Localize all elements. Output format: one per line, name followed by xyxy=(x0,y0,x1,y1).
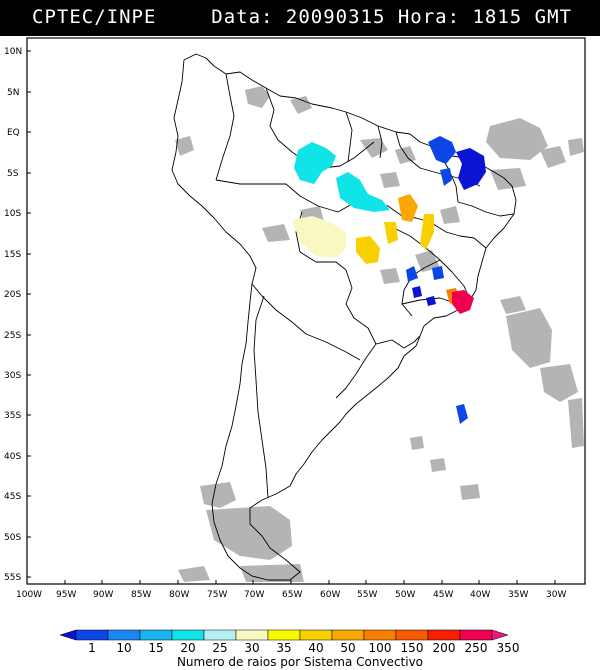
lat-label: 35S xyxy=(4,411,21,421)
lat-label: 5N xyxy=(7,88,19,98)
lat-label: EQ xyxy=(7,128,20,138)
legend-swatch xyxy=(139,629,173,641)
lat-label: 55S xyxy=(4,573,21,583)
storm-cluster xyxy=(294,142,336,184)
legend-label: 25 xyxy=(212,641,227,655)
legend-swatch xyxy=(107,629,141,641)
country-borders xyxy=(171,53,517,581)
storm-cluster xyxy=(456,148,486,190)
legend-swatch xyxy=(235,629,269,641)
latitude-axis: 10N 5N EQ 5S 10S 15S 20S 25S 30S 35S 40S… xyxy=(4,47,31,583)
lon-label: 65W xyxy=(282,590,302,600)
convective-systems-layer xyxy=(292,136,486,424)
lon-label: 90W xyxy=(93,590,113,600)
title-bar: CPTEC/INPE Data: 20090315 Hora: 1815 GMT xyxy=(0,0,600,36)
lon-label: 50W xyxy=(395,590,415,600)
storm-cluster xyxy=(420,214,434,250)
storm-cluster xyxy=(440,168,452,186)
lon-label: 35W xyxy=(508,590,528,600)
date-time-label: Data: 20090315 Hora: 1815 GMT xyxy=(211,6,572,28)
lon-label: 100W xyxy=(16,590,42,600)
legend-label: 15 xyxy=(148,641,163,655)
lat-label: 5S xyxy=(7,169,19,179)
legend-swatch xyxy=(203,629,237,641)
legend-caption: Numero de raios por Sistema Convectivo xyxy=(177,655,423,669)
storm-cluster xyxy=(428,136,456,164)
lat-label: 50S xyxy=(4,533,21,543)
storm-cluster xyxy=(452,290,474,314)
legend-color-bar xyxy=(59,629,509,641)
storm-cluster xyxy=(336,172,390,212)
lat-label: 30S xyxy=(4,371,21,381)
lon-label: 45W xyxy=(433,590,453,600)
legend-label: 40 xyxy=(308,641,323,655)
lat-label: 45S xyxy=(4,492,21,502)
legend-label: 20 xyxy=(180,641,195,655)
storm-cluster xyxy=(406,266,418,282)
lon-label: 40W xyxy=(470,590,490,600)
storm-cluster xyxy=(398,194,418,222)
map-panel: 10N 5N EQ 5S 10S 15S 20S 25S 30S 35S 40S… xyxy=(4,37,586,600)
legend-swatch xyxy=(171,629,205,641)
storm-cluster xyxy=(384,222,398,244)
legend-label: 30 xyxy=(244,641,259,655)
map-frame xyxy=(26,37,586,585)
legend-label: 150 xyxy=(401,641,424,655)
lat-label: 40S xyxy=(4,452,21,462)
storm-cluster xyxy=(432,266,444,280)
lon-label: 30W xyxy=(546,590,566,600)
source-label: CPTEC/INPE xyxy=(32,6,157,28)
legend-swatch xyxy=(331,629,365,641)
storm-cluster xyxy=(412,286,422,298)
lon-label: 95W xyxy=(56,590,76,600)
legend-label: 100 xyxy=(369,641,392,655)
legend-label: 50 xyxy=(340,641,355,655)
legend-label: 10 xyxy=(116,641,131,655)
lat-label: 25S xyxy=(4,331,21,341)
lon-label: 70W xyxy=(244,590,264,600)
lat-label: 10S xyxy=(4,209,21,219)
legend-arrow-high xyxy=(491,629,509,641)
legend-swatch xyxy=(363,629,397,641)
legend-swatch xyxy=(459,629,493,641)
legend-swatch xyxy=(395,629,429,641)
storm-cluster xyxy=(426,296,436,306)
lon-label: 80W xyxy=(169,590,189,600)
lon-label: 75W xyxy=(207,590,227,600)
legend-label: 200 xyxy=(433,641,456,655)
legend-label: 350 xyxy=(497,641,520,655)
storm-cluster xyxy=(292,216,346,258)
longitude-axis: 100W 95W 90W 85W 80W 75W 70W 65W 60W 55W… xyxy=(16,580,566,600)
legend-swatch xyxy=(75,629,109,641)
color-legend: 1 10 15 20 25 30 35 40 50 100 150 200 25… xyxy=(59,629,519,669)
lat-label: 20S xyxy=(4,290,21,300)
legend-swatch xyxy=(299,629,333,641)
lat-label: 15S xyxy=(4,250,21,260)
storm-cluster xyxy=(456,404,468,424)
legend-labels: 1 10 15 20 25 30 35 40 50 100 150 200 25… xyxy=(88,641,519,655)
legend-label: 250 xyxy=(465,641,488,655)
lon-label: 85W xyxy=(131,590,151,600)
legend-swatch xyxy=(427,629,461,641)
cloud-layer xyxy=(175,86,584,582)
lon-label: 60W xyxy=(320,590,340,600)
legend-label: 1 xyxy=(88,641,96,655)
lat-label: 10N xyxy=(4,47,22,57)
storm-cluster xyxy=(356,236,380,264)
legend-label: 35 xyxy=(276,641,291,655)
lon-label: 55W xyxy=(357,590,377,600)
legend-arrow-low xyxy=(59,629,77,641)
legend-swatch xyxy=(267,629,301,641)
